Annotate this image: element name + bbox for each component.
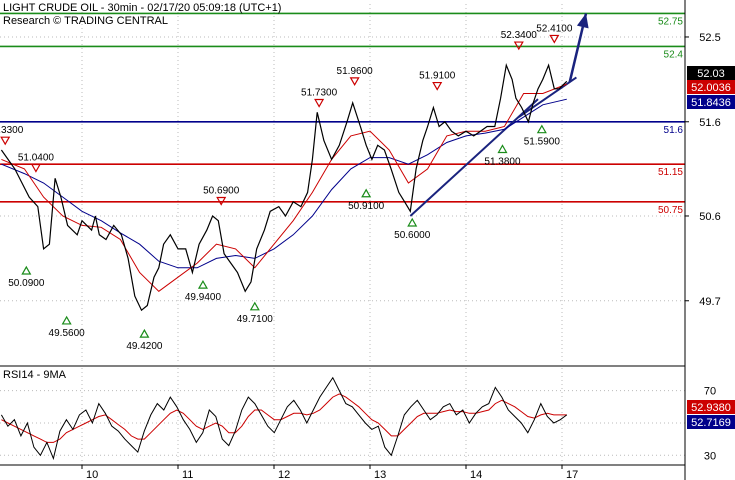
swing-high-marker xyxy=(549,34,560,44)
value-box-label: 52.03 xyxy=(697,68,725,80)
swing-high-marker xyxy=(30,163,41,173)
swing-low-label: 49.4200 xyxy=(126,341,163,352)
swing-low-label: 49.9400 xyxy=(185,292,222,303)
swing-low-marker xyxy=(197,279,208,289)
value-box-label: 52.0036 xyxy=(691,82,731,94)
x-tick-label: 14 xyxy=(470,469,482,480)
rsi-tick-label: 70 xyxy=(704,386,716,398)
y-tick-label: 49.7 xyxy=(699,296,720,308)
level-label: 50.75 xyxy=(658,205,683,216)
swing-low-marker xyxy=(407,217,418,227)
forecast-arrow-head xyxy=(576,13,589,29)
value-box xyxy=(687,80,735,94)
level-label: 52.4 xyxy=(664,49,684,60)
level-label: 52.75 xyxy=(658,16,683,27)
swing-low-marker xyxy=(249,301,260,311)
swing-high-label: 52.3400 xyxy=(501,30,538,41)
swing-high-label: 51.9600 xyxy=(337,66,374,77)
value-box-label: 52.7169 xyxy=(691,417,731,429)
level-label: 51.6 xyxy=(664,125,684,136)
swing-low-marker xyxy=(139,328,150,338)
swing-low-marker xyxy=(361,188,372,198)
swing-high-label: 51.0400 xyxy=(18,153,55,164)
swing-high-marker xyxy=(216,196,227,206)
swing-high-marker xyxy=(0,136,11,146)
swing-low-label: 50.0900 xyxy=(8,278,45,289)
swing-low-label: 50.9100 xyxy=(348,201,385,212)
swing-low-marker xyxy=(61,315,72,325)
value-box xyxy=(687,415,735,429)
swing-high-label: 50.6900 xyxy=(203,185,240,196)
value-box xyxy=(687,66,735,80)
value-box xyxy=(687,95,735,109)
swing-high-label: 52.4100 xyxy=(536,23,573,34)
trendline xyxy=(518,76,577,118)
swing-high-marker xyxy=(513,41,524,51)
x-tick-label: 13 xyxy=(374,469,386,480)
rsi-title: RSI14 - 9MA xyxy=(3,369,67,381)
swing-low-marker xyxy=(536,124,547,134)
swing-high-label: 51.3300 xyxy=(0,125,24,136)
swing-low-marker xyxy=(497,144,508,154)
x-tick-label: 10 xyxy=(86,469,98,480)
value-box-label: 52.9380 xyxy=(691,402,731,414)
series-line-moving-average-slow xyxy=(1,98,567,269)
x-tick-label: 11 xyxy=(182,469,193,480)
x-tick-label: 12 xyxy=(278,469,290,480)
chart-title: LIGHT CRUDE OIL - 30min - 02/17/20 05:09… xyxy=(3,2,281,14)
value-box-label: 51.8436 xyxy=(691,97,731,109)
swing-low-label: 49.7100 xyxy=(237,314,274,325)
series-line-price xyxy=(0,63,568,312)
swing-low-label: 51.3800 xyxy=(484,156,521,167)
swing-low-label: 50.6000 xyxy=(394,230,431,241)
rsi-line-rsi xyxy=(0,376,568,461)
swing-low-label: 51.5900 xyxy=(524,137,561,148)
swing-low-label: 49.5600 xyxy=(49,328,86,339)
y-tick-label: 51.6 xyxy=(699,117,720,129)
y-tick-label: 50.6 xyxy=(699,211,720,223)
swing-high-marker xyxy=(349,77,360,87)
rsi-line-rsi-moving-average xyxy=(1,393,567,443)
swing-low-marker xyxy=(21,265,32,275)
swing-high-marker xyxy=(314,98,325,108)
swing-high-label: 51.9100 xyxy=(419,71,456,82)
trendline xyxy=(409,98,539,217)
value-box xyxy=(687,400,735,414)
chart-credit: Research © TRADING CENTRAL xyxy=(3,15,168,27)
x-tick-label: 17 xyxy=(566,469,578,480)
rsi-tick-label: 30 xyxy=(704,450,716,462)
level-label: 51.15 xyxy=(658,167,683,178)
swing-high-label: 51.7300 xyxy=(301,88,338,99)
y-tick-label: 52.5 xyxy=(699,32,720,44)
swing-high-marker xyxy=(432,81,443,91)
